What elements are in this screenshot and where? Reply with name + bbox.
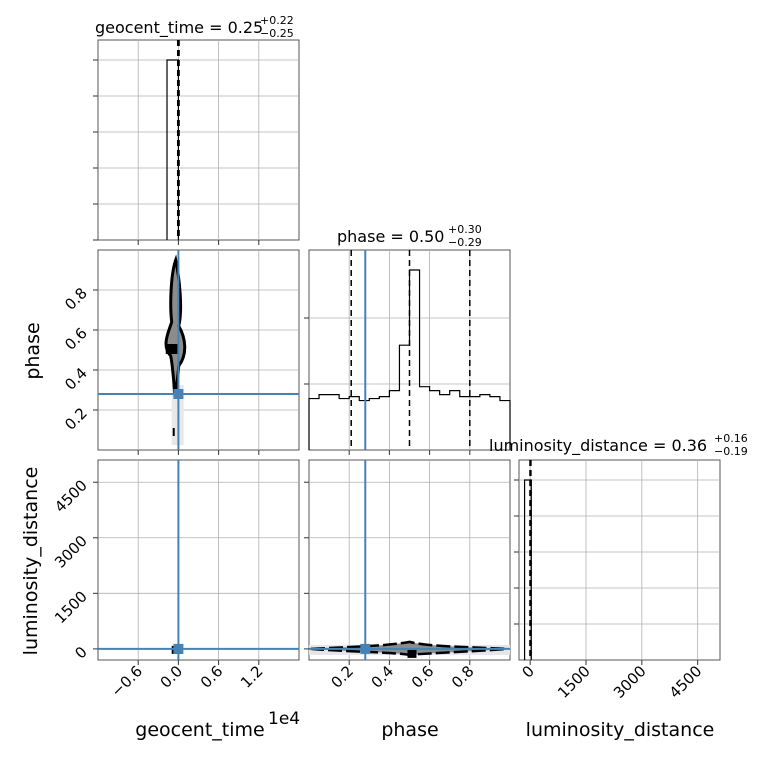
panel-distance-hist-frame [518, 459, 721, 661]
x-offset-label: 1e4 [268, 709, 300, 729]
panel-phase-vs-time-truth-marker [173, 389, 184, 399]
panel-distance-vs-time-truth-marker [173, 643, 184, 654]
panel-distance-vs-time-frame [97, 459, 300, 661]
panel-phase-vs-time-contour [164, 254, 187, 395]
panel-distance-hist-xtick-label-3: 4500 [666, 662, 706, 702]
panel-distance-vs-phase-frame [308, 459, 511, 661]
panel-distance-hist-xtick-label-0: 0 [519, 662, 538, 681]
title-phase-sub: −0.29 [448, 236, 482, 249]
panel-distance-vs-time-xtick-label-0: −0.6 [108, 662, 146, 700]
panel-phase-histogram [308, 269, 511, 450]
panel-distance-vs-time-xtick-label-2: 0.6 [197, 662, 227, 692]
panel-distance-vs-time-xtick-label-3: 1.2 [237, 662, 267, 692]
ylabel-phase: phase [22, 322, 44, 379]
panel-distance-hist-xtick-label-2: 3000 [610, 662, 650, 702]
panel-phase-vs-time-ytick-label-0: 0.2 [61, 404, 91, 434]
panel-distance-vs-time-ytick-label-1: 1500 [51, 587, 91, 627]
title-geocent-time-sub: −0.25 [260, 27, 294, 40]
title-geocent-time: geocent_time = 0.25 [95, 18, 263, 38]
title-phase: phase = 0.50 [337, 227, 444, 246]
title-geocent-time-sup: +0.22 [260, 14, 294, 27]
panel-geocent-time-hist-frame [97, 39, 300, 241]
panel-phase-vs-time-ytick-label-2: 0.6 [61, 324, 91, 354]
panel-phase-vs-time-ytick-label-3: 0.8 [61, 284, 91, 314]
xlabel-geocent-time: geocent_time [135, 719, 264, 741]
xlabel-phase: phase [381, 719, 438, 741]
panel-distance-vs-time-ytick-label-0: 0 [71, 643, 90, 662]
panel-distance-hist-xtick-label-1: 1500 [554, 662, 594, 702]
xlabel-luminosity-distance: luminosity_distance [526, 719, 715, 741]
panel-geocent-time-histogram [166, 59, 179, 240]
panel-distance-vs-phase-xtick-label-1: 0.4 [368, 662, 398, 692]
ylabel-luminosity-distance: luminosity_distance [20, 467, 42, 656]
title-luminosity-distance-sup: +0.16 [714, 432, 748, 445]
title-luminosity-distance-sub: −0.19 [714, 445, 748, 458]
panel-phase-vs-time-ytick-label-1: 0.4 [61, 364, 91, 394]
panel-phase-vs-time-frame [97, 249, 300, 451]
panel-distance-vs-phase-xtick-label-2: 0.6 [408, 662, 438, 692]
title-phase-sup: +0.30 [448, 223, 482, 236]
panel-distance-vs-time-ytick-label-3: 4500 [51, 476, 91, 516]
title-luminosity-distance: luminosity_distance = 0.36 [489, 436, 707, 456]
panel-distance-vs-time-ytick-label-2: 3000 [51, 532, 91, 572]
panel-distance-vs-phase-xtick-label-0: 0.2 [327, 662, 357, 692]
panel-distance-vs-time-xtick-label-1: 0.0 [157, 662, 187, 692]
panel-distance-vs-phase-truth-marker [360, 643, 371, 654]
panel-distance-vs-phase-peak [407, 649, 417, 658]
panel-distance-vs-phase-xtick-label-3: 0.8 [448, 662, 478, 692]
panel-phase-vs-time-peak [165, 344, 179, 354]
